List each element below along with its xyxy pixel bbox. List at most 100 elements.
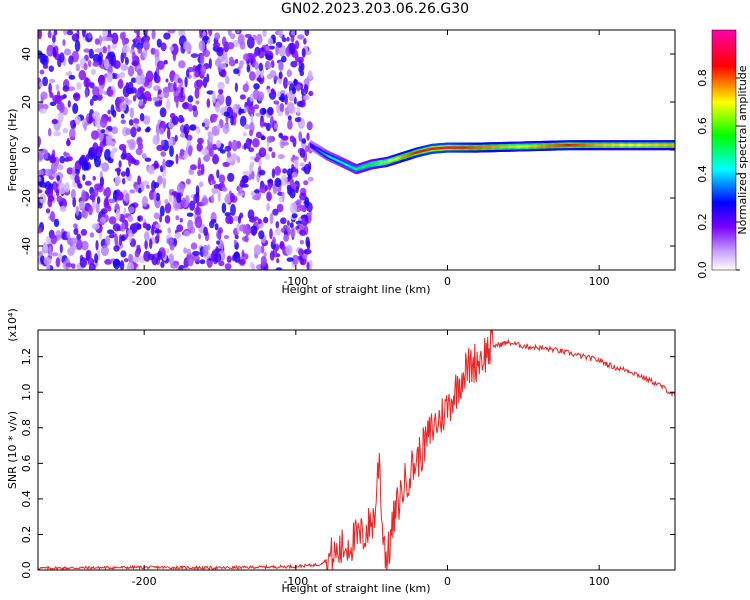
noise-speckle xyxy=(47,198,53,208)
noise-speckle xyxy=(100,129,106,134)
noise-speckle xyxy=(38,189,43,194)
noise-speckle xyxy=(262,30,267,37)
noise-speckle xyxy=(92,61,100,67)
noise-speckle xyxy=(273,100,280,105)
noise-speckle xyxy=(215,101,221,113)
noise-speckle xyxy=(283,224,288,231)
noise-speckle xyxy=(184,76,188,88)
y-tick-label: -40 xyxy=(20,237,33,255)
noise-speckle xyxy=(118,73,125,80)
noise-speckle xyxy=(175,215,180,221)
noise-speckle xyxy=(197,137,204,145)
noise-speckle xyxy=(187,254,194,267)
noise-speckle xyxy=(130,77,137,83)
noise-speckle xyxy=(286,257,294,262)
noise-speckle xyxy=(120,222,126,232)
noise-speckle xyxy=(112,190,118,202)
noise-speckle xyxy=(299,162,305,167)
noise-speckle xyxy=(124,258,129,263)
noise-speckle xyxy=(122,43,130,54)
noise-speckle xyxy=(225,95,232,107)
noise-speckle xyxy=(258,62,264,72)
noise-speckle xyxy=(73,223,78,229)
noise-speckle xyxy=(91,191,96,203)
noise-speckle xyxy=(137,68,143,76)
noise-speckle xyxy=(229,56,234,62)
noise-speckle xyxy=(200,163,205,176)
noise-speckle xyxy=(99,47,104,53)
noise-speckle xyxy=(253,189,260,194)
noise-speckle xyxy=(124,57,129,65)
noise-speckle xyxy=(223,111,230,117)
noise-speckle xyxy=(203,49,211,58)
noise-speckle xyxy=(244,235,249,243)
noise-speckle xyxy=(233,239,237,245)
noise-speckle xyxy=(137,143,144,150)
noise-speckle xyxy=(281,37,287,43)
noise-speckle xyxy=(259,117,265,128)
noise-speckle xyxy=(200,64,207,75)
colorbar: 0.0 0.2 0.4 0.6 0.8 Normalized spectral ampl… xyxy=(696,29,749,279)
noise-speckle xyxy=(71,33,80,42)
noise-speckle xyxy=(264,60,272,70)
noise-speckle xyxy=(218,88,224,95)
noise-speckle xyxy=(262,108,267,114)
noise-speckle xyxy=(206,98,211,108)
noise-speckle xyxy=(224,196,231,204)
noise-speckle xyxy=(68,55,74,65)
noise-speckle xyxy=(132,95,137,102)
noise-speckle xyxy=(146,126,151,132)
snr-x-label: Height of straight line (km) xyxy=(281,582,430,595)
noise-speckle xyxy=(108,216,117,225)
noise-speckle xyxy=(138,99,144,106)
noise-speckle xyxy=(260,245,265,254)
noise-speckle xyxy=(174,203,181,209)
noise-speckle xyxy=(163,32,171,40)
noise-speckle xyxy=(128,253,134,264)
noise-speckle xyxy=(264,185,268,192)
noise-speckle xyxy=(274,166,282,176)
colorbar-gradient xyxy=(711,29,737,271)
noise-speckle xyxy=(209,147,214,157)
noise-speckle xyxy=(74,115,81,125)
noise-speckle xyxy=(127,81,134,92)
noise-speckle xyxy=(199,53,205,65)
noise-speckle xyxy=(249,93,254,102)
noise-speckle xyxy=(269,212,274,225)
noise-speckle xyxy=(307,176,314,182)
noise-speckle xyxy=(263,216,269,224)
noise-speckle xyxy=(64,182,70,193)
noise-speckle xyxy=(256,77,263,82)
noise-speckle xyxy=(65,71,72,76)
noise-speckle xyxy=(94,38,100,45)
noise-speckle xyxy=(126,139,131,144)
noise-speckle xyxy=(255,112,261,117)
noise-speckle xyxy=(224,145,232,152)
noise-speckle xyxy=(152,135,160,145)
noise-speckle xyxy=(98,75,105,86)
noise-speckle xyxy=(234,234,239,240)
noise-speckle xyxy=(38,227,43,234)
noise-speckle xyxy=(103,197,110,209)
noise-speckle xyxy=(155,223,161,229)
noise-speckle xyxy=(124,97,129,103)
noise-speckle xyxy=(212,42,221,48)
colorbar-tick-label: 0.6 xyxy=(696,117,709,135)
track-core xyxy=(520,145,523,148)
noise-speckle xyxy=(297,34,305,40)
noise-speckle xyxy=(67,247,75,256)
noise-speckle xyxy=(275,267,283,270)
noise-speckle xyxy=(99,176,105,187)
noise-speckle xyxy=(160,139,165,146)
noise-speckle xyxy=(202,244,209,257)
noise-speckle xyxy=(296,83,301,92)
noise-speckle xyxy=(177,77,182,84)
noise-speckle xyxy=(252,195,260,201)
noise-speckle xyxy=(244,223,252,236)
noise-speckle xyxy=(120,64,129,71)
noise-speckle xyxy=(46,189,54,198)
noise-speckle xyxy=(164,215,171,224)
noise-speckle xyxy=(212,90,216,103)
noise-speckle xyxy=(227,42,235,50)
noise-speckle xyxy=(165,78,169,83)
